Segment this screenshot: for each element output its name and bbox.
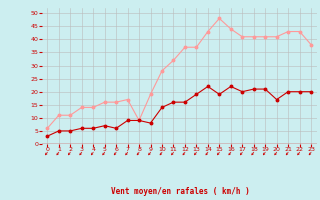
Text: Vent moyen/en rafales ( km/h ): Vent moyen/en rafales ( km/h ) [111,187,250,196]
